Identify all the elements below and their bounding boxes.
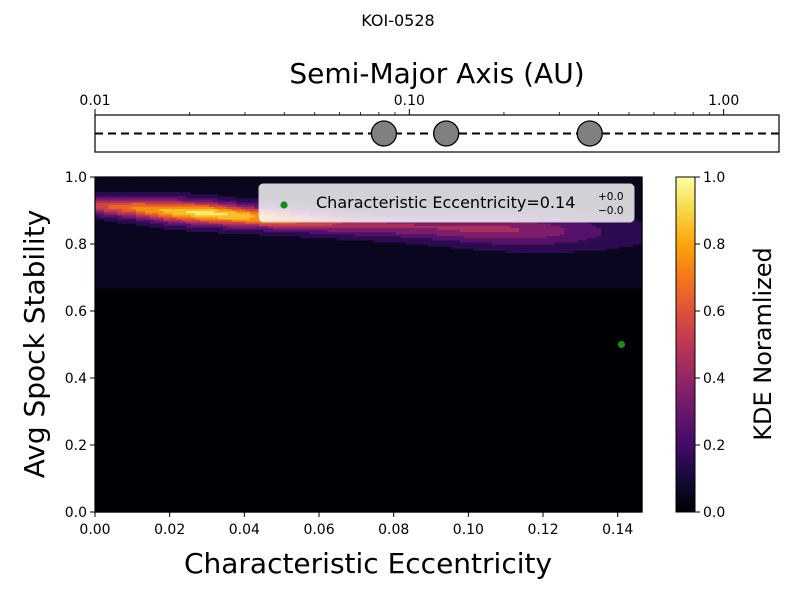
semi-major-axis-panel: Semi-Major Axis (AU) 0.01 0.10 1.00: [79, 57, 779, 152]
planet-marker: [371, 121, 396, 146]
planet-marker: [577, 121, 602, 146]
planet-marker: [434, 121, 459, 146]
top-tick-label: 0.10: [394, 93, 425, 109]
kde-heatmap: [95, 177, 643, 513]
semi-major-axis-ticks: 0.01 0.10 1.00: [79, 93, 739, 115]
semi-major-axis-title: Semi-Major Axis (AU): [289, 57, 584, 90]
top-tick-label: 0.01: [79, 93, 110, 109]
top-tick-label: 1.00: [708, 93, 739, 109]
figure-title: KOI-0528: [361, 11, 434, 30]
